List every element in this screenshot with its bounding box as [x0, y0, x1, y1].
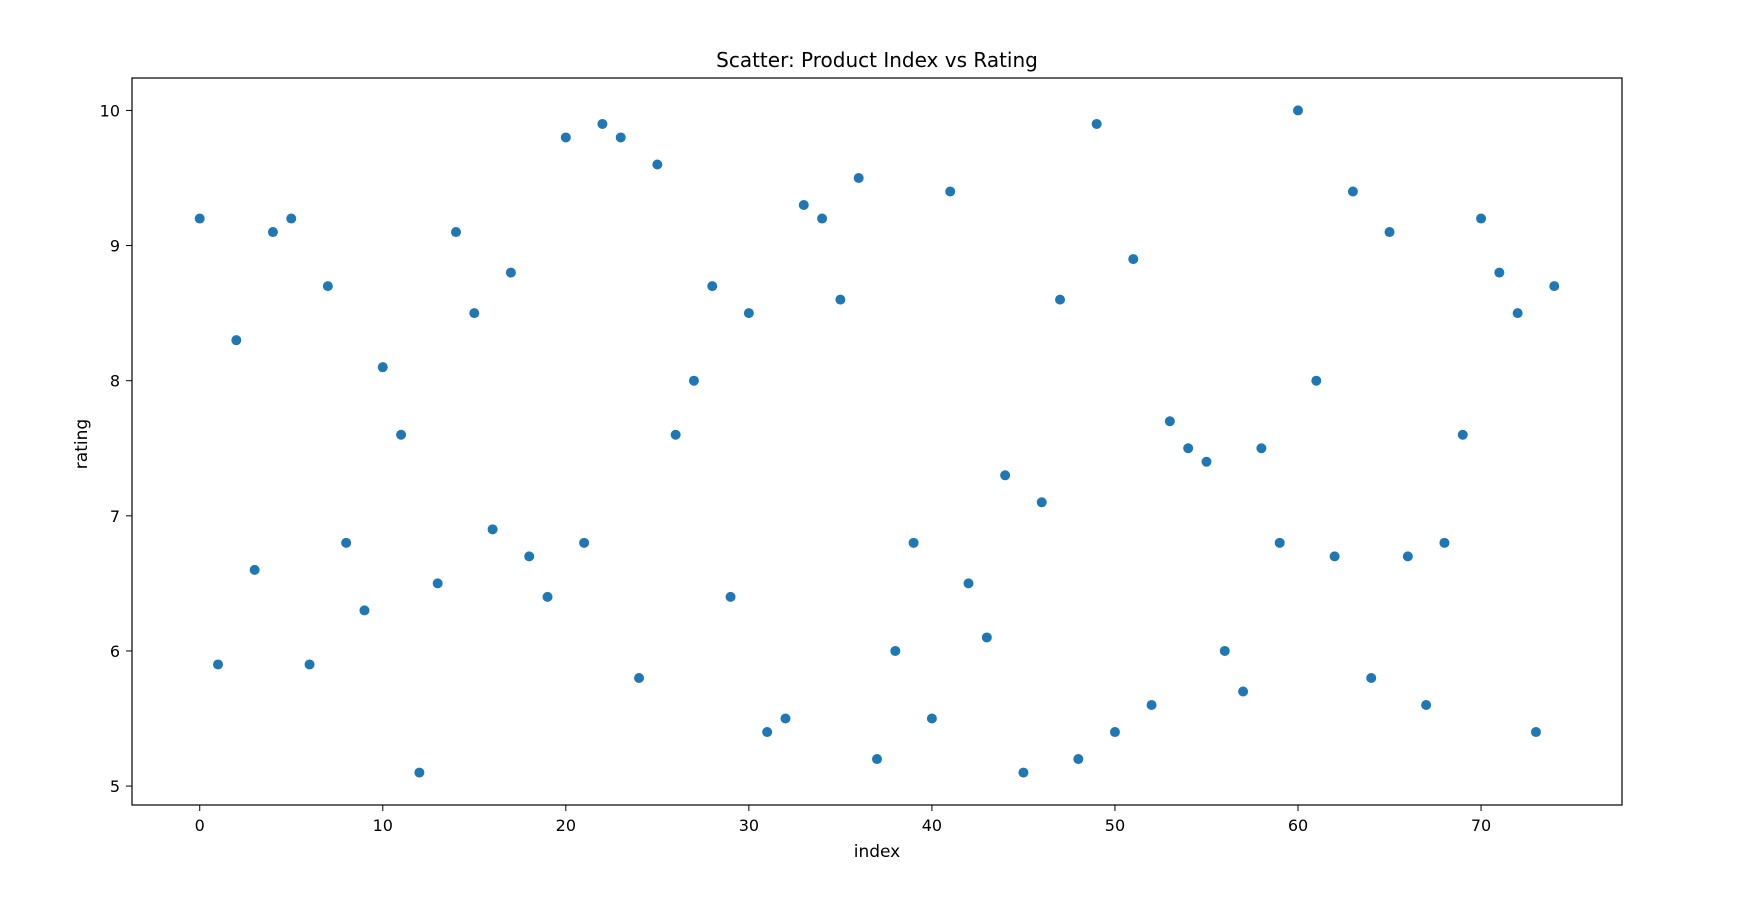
- data-point: [1494, 267, 1505, 278]
- data-point: [1183, 443, 1194, 454]
- data-point: [872, 754, 882, 765]
- data-point: [1347, 186, 1358, 197]
- y-tick-label-8: 8: [110, 372, 120, 391]
- data-point: [1402, 551, 1413, 562]
- data-point: [1439, 537, 1450, 548]
- data-point: [1549, 281, 1560, 292]
- y-tick-label-6: 6: [110, 642, 120, 661]
- data-point: [304, 659, 315, 670]
- y-axis-ticks: 5 6 7 8 9 10: [100, 101, 132, 796]
- x-tick-label-40: 40: [922, 816, 942, 835]
- data-point: [1329, 551, 1340, 562]
- data-point: [341, 537, 352, 548]
- data-point: [1146, 700, 1157, 711]
- data-point: [798, 200, 809, 211]
- data-point: [1476, 213, 1487, 224]
- data-point: [1055, 294, 1066, 305]
- x-tick-label-30: 30: [739, 816, 759, 835]
- data-point: [359, 605, 370, 616]
- data-point: [1274, 537, 1285, 548]
- data-point: [450, 227, 461, 238]
- data-point: [1164, 416, 1175, 427]
- data-point: [1238, 686, 1249, 697]
- data-point: [835, 294, 846, 305]
- x-axis-label: index: [854, 842, 901, 862]
- data-point: [1128, 254, 1139, 265]
- data-point: [1219, 645, 1230, 656]
- data-points: [194, 105, 1560, 778]
- data-point: [213, 659, 224, 670]
- data-point: [396, 429, 407, 440]
- data-point: [1366, 672, 1377, 683]
- data-point: [1421, 700, 1432, 711]
- y-tick-label-9: 9: [110, 237, 120, 256]
- data-point: [542, 591, 553, 602]
- data-point: [1512, 308, 1523, 319]
- x-tick-label-70: 70: [1471, 816, 1491, 835]
- data-point: [249, 564, 260, 575]
- data-point: [1530, 727, 1541, 738]
- data-point: [469, 308, 480, 319]
- data-point: [579, 537, 590, 548]
- data-point: [780, 713, 791, 724]
- data-point: [1384, 227, 1395, 238]
- data-point: [231, 335, 242, 346]
- data-point: [762, 727, 773, 738]
- data-point: [377, 362, 388, 373]
- x-tick-label-20: 20: [556, 816, 576, 835]
- data-point: [743, 308, 754, 319]
- data-point: [981, 632, 992, 643]
- data-point: [652, 159, 663, 170]
- y-tick-label-7: 7: [110, 507, 120, 526]
- data-point: [670, 429, 681, 440]
- y-tick-label-5: 5: [110, 777, 120, 796]
- data-point: [707, 281, 718, 292]
- data-point: [1000, 470, 1011, 481]
- data-point: [1109, 727, 1120, 738]
- data-point: [1073, 754, 1084, 765]
- data-point: [597, 118, 608, 129]
- data-point: [908, 537, 919, 548]
- x-tick-label-0: 0: [195, 816, 205, 835]
- data-point: [560, 132, 571, 143]
- data-point: [1091, 118, 1102, 129]
- data-point: [963, 578, 974, 589]
- data-point: [1293, 105, 1304, 116]
- data-point: [817, 213, 828, 224]
- y-tick-label-10: 10: [100, 101, 120, 120]
- data-point: [432, 578, 443, 589]
- data-point: [414, 767, 425, 778]
- data-point: [267, 227, 278, 238]
- data-point: [688, 375, 699, 386]
- data-point: [286, 213, 297, 224]
- data-point: [945, 186, 956, 197]
- data-point: [1457, 429, 1468, 440]
- data-point: [1311, 375, 1322, 386]
- chart-title: Scatter: Product Index vs Rating: [716, 48, 1038, 72]
- data-point: [890, 645, 901, 656]
- data-point: [487, 524, 498, 535]
- x-tick-label-50: 50: [1105, 816, 1125, 835]
- x-tick-label-60: 60: [1288, 816, 1308, 835]
- data-point: [1036, 497, 1047, 508]
- data-point: [725, 591, 736, 602]
- x-tick-label-10: 10: [373, 816, 393, 835]
- data-point: [926, 713, 937, 724]
- data-point: [1018, 767, 1029, 778]
- data-point: [853, 172, 864, 183]
- data-point: [322, 281, 333, 292]
- data-point: [615, 132, 626, 143]
- y-axis-label: rating: [72, 419, 92, 469]
- data-point: [524, 551, 535, 562]
- plot-frame: [131, 77, 1623, 806]
- data-point: [194, 213, 205, 224]
- data-point: [1201, 456, 1212, 467]
- data-point: [634, 672, 645, 683]
- data-point: [505, 267, 516, 278]
- x-axis-ticks: 0 10 20 30 40 50 60 70: [195, 805, 1491, 835]
- data-point: [1256, 443, 1267, 454]
